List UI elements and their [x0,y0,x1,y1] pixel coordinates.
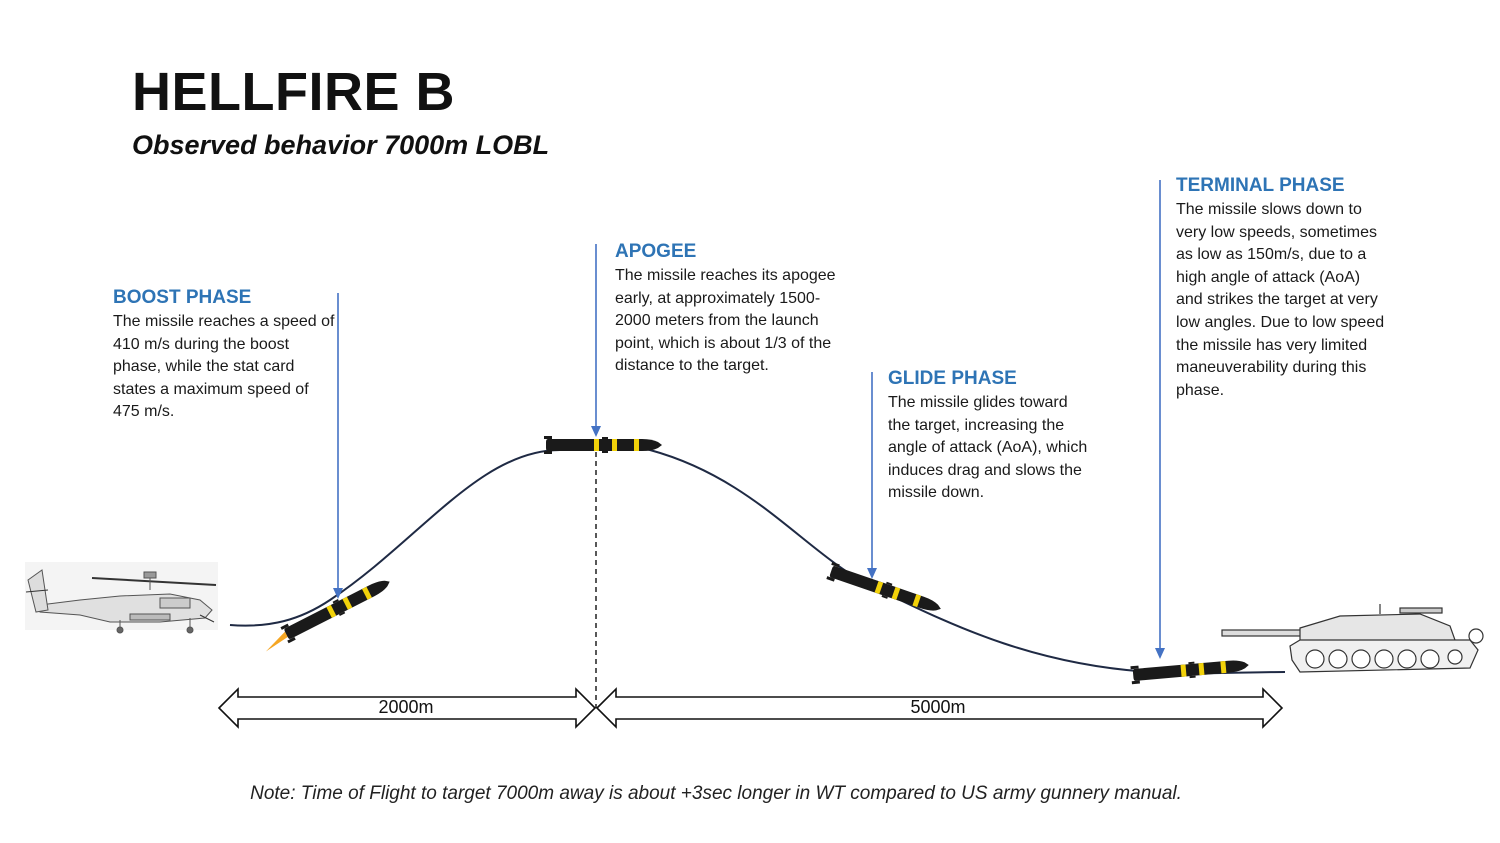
boost-phase-heading: BOOST PHASE [113,287,252,308]
boost-missile-icon [265,573,394,652]
boost-phase-text: The missile reaches a speed of 410 m/s d… [113,313,335,421]
apogee-missile-icon [544,436,662,454]
apogee-heading: APOGEE [615,241,697,262]
terminal-phase-text: The missile slows down to very low speed… [1176,201,1385,399]
terminal-phase-heading: TERMINAL PHASE [1176,175,1345,196]
terminal-missile-icon [1130,655,1250,685]
page-title: HELLFIRE B [132,62,455,122]
distance-arrow-5000m [595,687,1284,729]
apogee-text: The missile reaches its apogee early, at… [615,267,836,375]
distance-arrow-2000m [217,687,597,729]
footnote: Note: Time of Flight to target 7000m awa… [250,783,1182,804]
glide-pointer [867,372,877,579]
glide-missile-icon [826,561,944,618]
distance-label-second: 5000m [910,697,966,717]
apogee-pointer [591,244,601,437]
glide-phase-callout: GLIDE PHASE The missile glides toward th… [888,367,1093,505]
apogee-callout: APOGEE The missile reaches its apogee ea… [615,240,840,378]
page-subtitle: Observed behavior 7000m LOBL [132,130,550,160]
glide-phase-heading: GLIDE PHASE [888,368,1017,389]
boost-pointer [333,293,343,599]
glide-phase-text: The missile glides toward the target, in… [888,394,1088,502]
boost-phase-callout: BOOST PHASE The missile reaches a speed … [113,286,338,424]
trajectory-line [229,445,1286,675]
attack-helicopter-icon [25,562,218,634]
distance-label-first: 2000m [378,697,434,717]
terminal-pointer [1155,180,1165,659]
terminal-phase-callout: TERMINAL PHASE The missile slows down to… [1176,174,1391,402]
tank-icon [1221,604,1484,673]
